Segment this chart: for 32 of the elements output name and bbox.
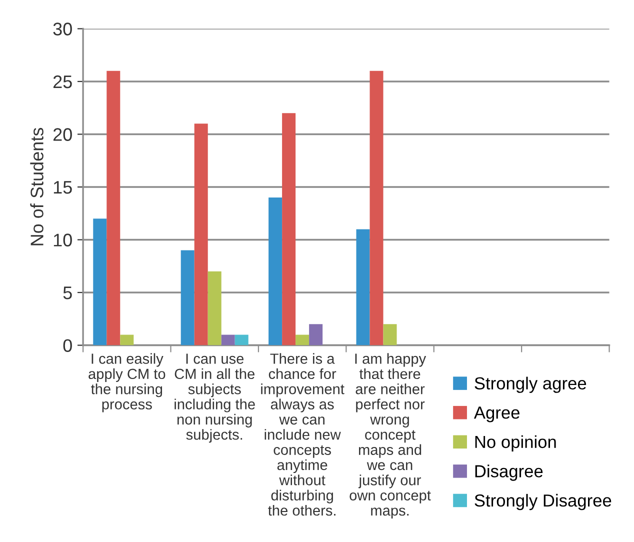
x-tick-label: I can easily apply CM to the nursing process bbox=[88, 353, 166, 412]
bar bbox=[383, 324, 397, 346]
y-tick-label: 15 bbox=[54, 181, 72, 194]
legend-label: Strongly agree bbox=[474, 376, 586, 393]
bar bbox=[234, 334, 248, 346]
bar bbox=[194, 124, 208, 346]
y-tick-label: 25 bbox=[53, 75, 72, 88]
category-label: There is a chance for improvement always as we can include new concepts anytime without disturbing the others. bbox=[261, 353, 344, 516]
y-tick-label: 10 bbox=[54, 234, 72, 246]
bar bbox=[370, 70, 384, 346]
legend-label: Disagree bbox=[475, 464, 543, 481]
y-tick-label: 30 bbox=[53, 22, 72, 36]
bar bbox=[221, 334, 235, 346]
bar bbox=[282, 113, 296, 346]
legend-label: Strongly Disagree bbox=[474, 494, 612, 510]
y-tick-label: 20 bbox=[53, 128, 72, 141]
legend-label: Agree bbox=[474, 406, 520, 422]
bar bbox=[309, 324, 323, 346]
bar bbox=[356, 229, 370, 346]
bar bbox=[106, 70, 120, 346]
x-tick-label: I can use CM in all the subjects including the non nursing subjects. bbox=[174, 354, 255, 443]
legend-label: No opinion bbox=[475, 435, 556, 452]
category-label: I am happy that there are neither perfect nor wrong concept maps and we can justify our own concept maps. bbox=[350, 353, 431, 519]
bar bbox=[180, 250, 194, 346]
y-tick-label: 0 bbox=[63, 339, 72, 352]
bar bbox=[93, 218, 107, 346]
bar bbox=[208, 271, 222, 346]
bar bbox=[120, 334, 134, 346]
y-tick-label: 5 bbox=[63, 286, 72, 300]
bar bbox=[268, 198, 282, 346]
bar bbox=[296, 334, 310, 346]
y-axis-title: No of Students bbox=[30, 128, 44, 246]
